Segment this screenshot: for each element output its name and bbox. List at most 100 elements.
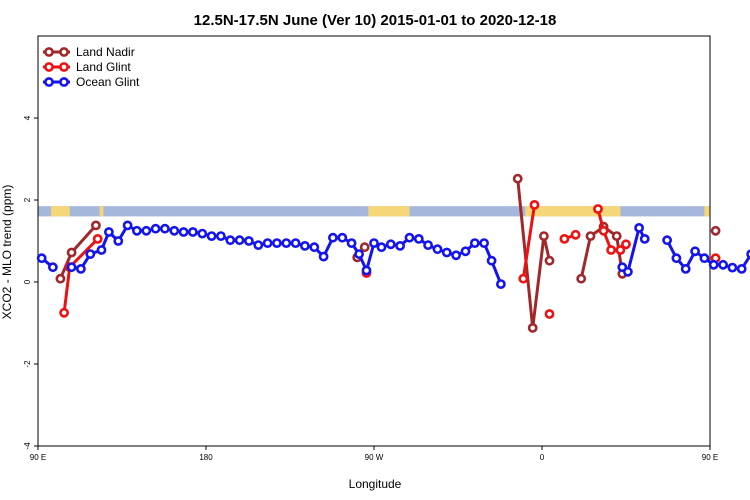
data-point	[395, 240, 405, 251]
data-point	[76, 263, 86, 274]
data-point	[92, 233, 103, 244]
data-point	[662, 235, 672, 246]
data-point	[281, 238, 292, 248]
x-axis-label: Longitude	[349, 477, 402, 491]
data-point	[680, 263, 691, 274]
data-point	[639, 233, 650, 244]
data-point	[727, 262, 738, 273]
data-point	[271, 238, 282, 248]
series-line	[516, 178, 551, 330]
data-point	[718, 259, 728, 270]
data-point	[746, 249, 750, 259]
data-point	[611, 231, 622, 241]
data-point	[169, 225, 180, 236]
data-point	[96, 245, 107, 255]
data-point	[141, 225, 152, 236]
data-point	[59, 307, 69, 318]
data-point	[544, 255, 555, 266]
legend-label: Land Glint	[76, 60, 131, 74]
data-point	[36, 253, 47, 264]
data-point	[585, 231, 596, 241]
land-sea-band	[38, 206, 710, 217]
data-point	[354, 249, 364, 259]
data-point	[512, 173, 523, 184]
data-point	[479, 238, 489, 248]
land-band-segment	[525, 206, 621, 217]
data-point	[197, 228, 208, 239]
data-point	[451, 250, 461, 261]
data-point	[234, 235, 245, 246]
data-point	[290, 238, 301, 248]
y-tick-label: -4	[23, 442, 32, 450]
legend-marker	[59, 77, 69, 87]
legend-marker	[59, 47, 69, 57]
data-point	[361, 265, 372, 276]
data-point	[598, 225, 609, 236]
data-point	[369, 238, 379, 248]
x-tick-label: 180	[199, 453, 213, 462]
series-line	[521, 204, 536, 279]
data-point	[527, 322, 538, 333]
data-point	[178, 227, 189, 237]
x-tick-label: 0	[540, 453, 545, 462]
data-point	[699, 253, 710, 264]
data-point	[441, 247, 452, 258]
axes: 90 E 180 90 W 0 90 E -4 -2 0 2 4	[23, 115, 718, 462]
data-point	[122, 220, 133, 231]
data-point	[413, 233, 424, 244]
data-point	[671, 253, 682, 264]
data-point	[55, 273, 66, 284]
data-point	[576, 273, 587, 284]
series-line	[665, 239, 750, 271]
data-point	[91, 220, 101, 231]
data-point	[376, 242, 387, 253]
data-point	[495, 279, 506, 289]
data-point	[385, 239, 396, 250]
legend-marker	[59, 62, 69, 72]
legend-label: Ocean Glint	[76, 75, 140, 89]
land-band-segment	[704, 206, 710, 217]
legend-marker	[44, 47, 54, 57]
data-point	[736, 263, 747, 274]
data-point	[104, 227, 114, 237]
land-band-segment	[368, 206, 410, 217]
data-point	[559, 233, 570, 244]
y-axis-label: XCO2 - MLO trend (ppm)	[0, 185, 14, 320]
data-point	[66, 262, 77, 273]
data-point	[215, 231, 226, 241]
data-point	[66, 247, 77, 258]
data-point	[243, 236, 254, 246]
data-point	[85, 249, 96, 259]
data-point	[327, 232, 338, 243]
data-point	[710, 225, 721, 236]
x-tick-label: 90 W	[365, 453, 384, 462]
data-point	[299, 240, 310, 251]
data-point	[113, 236, 124, 246]
legend-marker	[44, 62, 54, 72]
data-point	[518, 273, 529, 284]
land-band-segment	[51, 206, 70, 217]
data-point	[593, 204, 603, 214]
data-point	[253, 240, 264, 250]
data-point	[486, 255, 497, 266]
series-ocean-glint	[36, 220, 750, 289]
x-tick-label: 90 E	[30, 453, 46, 462]
y-tick-label: 2	[23, 197, 32, 202]
data-point	[225, 235, 236, 246]
data-point	[359, 242, 370, 253]
y-tick-label: -2	[23, 360, 32, 368]
data-point	[187, 227, 198, 237]
data-point	[337, 232, 348, 243]
data-point	[460, 246, 471, 257]
data-point	[690, 246, 700, 257]
y-tick-label: 0	[23, 279, 32, 284]
y-tick-label: 4	[23, 115, 32, 120]
data-point	[621, 239, 631, 250]
data-point	[432, 244, 443, 255]
data-point	[206, 231, 217, 241]
land-band-segment	[99, 206, 104, 217]
chart-title: 12.5N-17.5N June (Ver 10) 2015-01-01 to …	[194, 12, 557, 29]
data-point	[309, 242, 320, 253]
